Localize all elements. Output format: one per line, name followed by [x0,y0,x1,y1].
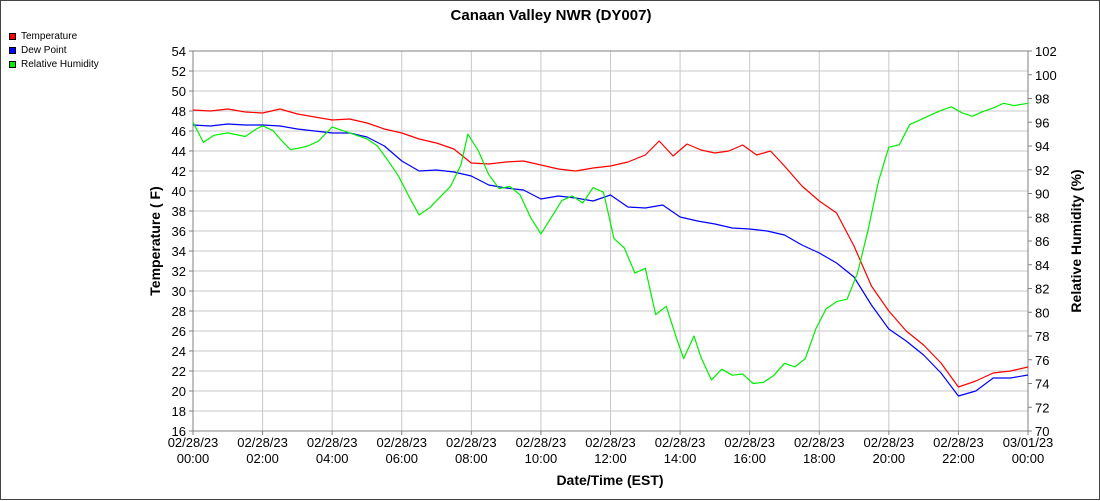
legend-swatch-relative-humidity [9,60,16,68]
left-tick-label: 22 [172,364,186,379]
left-tick-label: 48 [172,104,186,119]
left-tick-label: 36 [172,224,186,239]
legend: Temperature Dew Point Relative Humidity [9,29,99,71]
x-tick-time: 20:00 [873,451,906,466]
right-tick-label: 82 [1035,282,1049,297]
legend-item-temperature: Temperature [9,29,99,43]
legend-label-dew-point: Dew Point [21,44,67,56]
right-tick-label: 80 [1035,305,1049,320]
left-tick-label: 34 [172,244,186,259]
right-tick-label: 100 [1035,68,1057,83]
right-tick-label: 102 [1035,44,1057,59]
legend-swatch-dew-point [9,46,16,54]
legend-item-relative-humidity: Relative Humidity [9,57,99,71]
left-axis-ticks: 16 18 20 22 24 26 28 30 32 34 36 38 40 42 44 46 48 50 52 54 [172,44,193,439]
left-tick-label: 26 [172,324,186,339]
x-tick-time: 00:00 [1012,451,1045,466]
x-tick-date: 02/28/23 [307,435,358,450]
x-tick-date: 02/28/23 [794,435,845,450]
x-tick-time: 06:00 [385,451,418,466]
legend-swatch-temperature [9,32,16,40]
left-tick-label: 54 [172,44,186,59]
x-tick-date: 02/28/23 [446,435,497,450]
legend-label-temperature: Temperature [21,30,78,42]
right-tick-label: 78 [1035,329,1049,344]
x-tick-date: 02/28/23 [237,435,288,450]
temperature-line [192,108,1029,388]
x-tick-date: 03/01/23 [1003,435,1054,450]
x-tick-time: 12:00 [594,451,627,466]
left-tick-label: 50 [172,84,186,99]
x-tick-time: 10:00 [525,451,558,466]
x-tick-time: 00:00 [177,451,210,466]
right-axis-ticks: 70 72 74 76 78 80 82 84 86 88 90 92 94 96 98 100 102 [1028,44,1057,439]
right-tick-label: 76 [1035,353,1049,368]
right-tick-label: 88 [1035,210,1049,225]
right-tick-label: 70 [1035,424,1049,439]
left-tick-label: 28 [172,304,186,319]
left-tick-label: 20 [172,384,186,399]
left-tick-label: 30 [172,284,186,299]
y-axis-right-label: Relative Humidity (%) [1068,169,1084,312]
right-tick-label: 96 [1035,115,1049,130]
x-axis-ticks: 02/28/2300:0002/28/2302:0002/28/2304:000… [168,431,1054,466]
x-tick-date: 02/28/23 [655,435,706,450]
left-tick-label: 52 [172,64,186,79]
right-tick-label: 72 [1035,400,1049,415]
x-tick-date: 02/28/23 [933,435,984,450]
chart-title: Canaan Valley NWR (DY007) [451,7,652,24]
x-tick-date: 02/28/23 [724,435,775,450]
left-tick-label: 16 [172,424,186,439]
right-tick-label: 90 [1035,187,1049,202]
y-axis-left-label: Temperature ( F) [147,186,163,295]
series-layer [192,102,1029,397]
left-tick-label: 24 [172,344,186,359]
legend-item-dew-point: Dew Point [9,43,99,57]
right-tick-label: 84 [1035,258,1049,273]
right-tick-label: 92 [1035,163,1049,178]
left-tick-label: 46 [172,124,186,139]
x-tick-date: 02/28/23 [516,435,567,450]
left-tick-label: 18 [172,404,186,419]
relative-humidity-line [192,102,1029,385]
legend-label-relative-humidity: Relative Humidity [21,58,99,70]
x-tick-date: 02/28/23 [585,435,636,450]
x-tick-time: 18:00 [803,451,836,466]
x-axis-label: Date/Time (EST) [556,472,663,488]
left-tick-label: 32 [172,264,186,279]
x-tick-time: 04:00 [316,451,349,466]
x-tick-date: 02/28/23 [168,435,219,450]
right-tick-label: 94 [1035,139,1049,154]
right-tick-label: 74 [1035,377,1049,392]
x-tick-time: 02:00 [246,451,279,466]
right-tick-label: 86 [1035,234,1049,249]
x-tick-time: 22:00 [942,451,975,466]
right-tick-label: 98 [1035,92,1049,107]
x-tick-time: 16:00 [733,451,766,466]
x-tick-time: 08:00 [455,451,488,466]
dew-point-line [192,123,1029,397]
x-tick-date: 02/28/23 [376,435,427,450]
left-tick-label: 40 [172,184,186,199]
left-tick-label: 38 [172,204,186,219]
left-tick-label: 42 [172,164,186,179]
x-tick-time: 14:00 [664,451,697,466]
x-tick-date: 02/28/23 [864,435,915,450]
grid-lines [192,50,1029,432]
left-tick-label: 44 [172,144,186,159]
